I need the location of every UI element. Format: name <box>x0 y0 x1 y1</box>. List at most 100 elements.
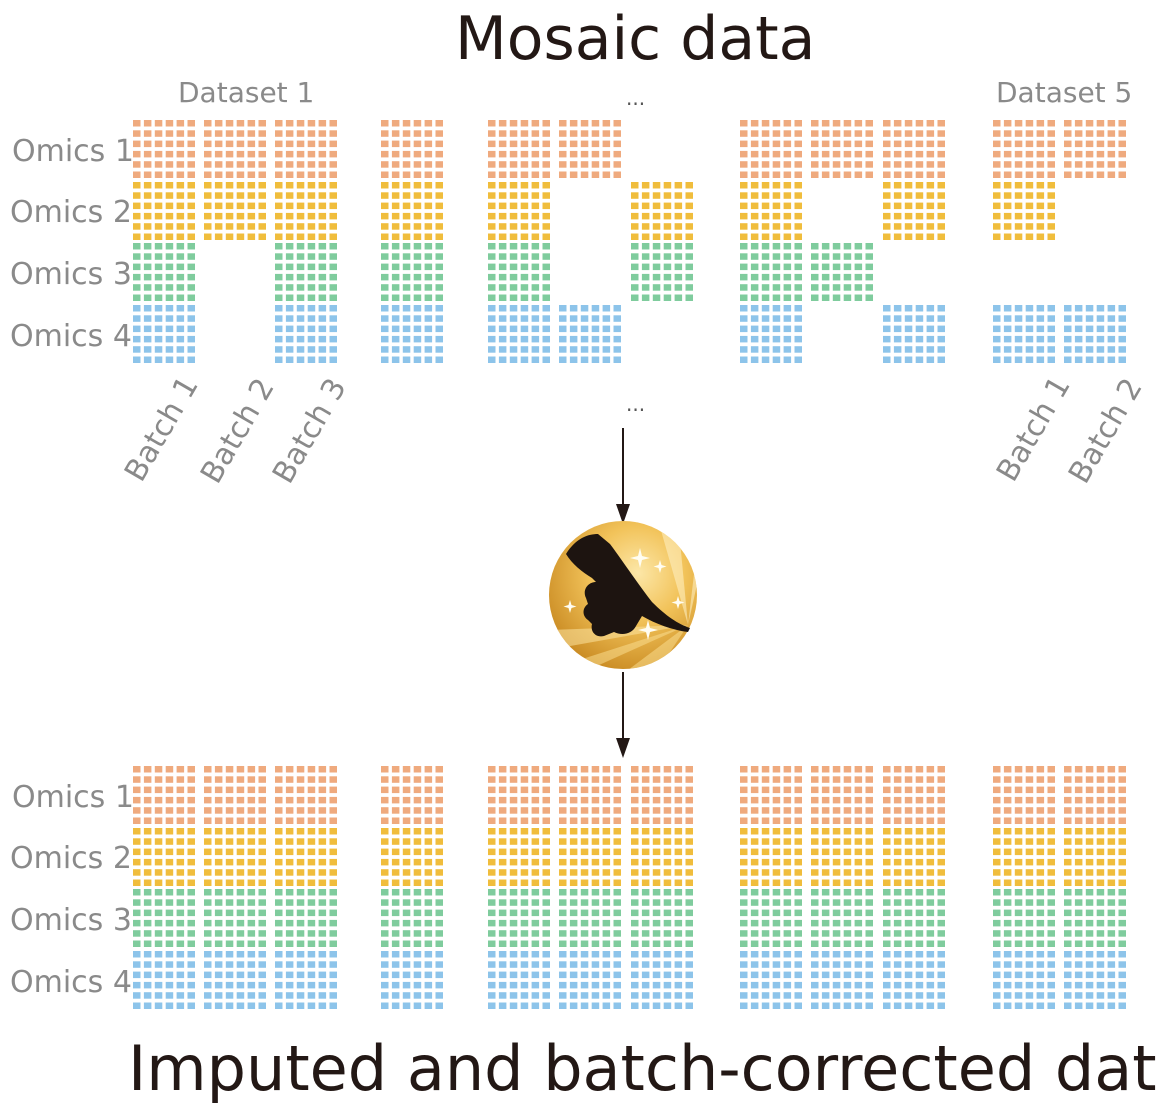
imputed-block-col5-omics4 <box>488 950 550 1009</box>
imputed-block-col9-omics4 <box>811 950 873 1009</box>
mosaic-block-col1-omics3 <box>133 243 195 301</box>
mosaic-block-col7-omics3 <box>631 243 693 301</box>
mosaic-block-col11-omics4 <box>993 304 1055 363</box>
top-title: Mosaic data <box>455 4 816 74</box>
arrow-down-bottom <box>616 672 630 758</box>
mosaic-block-col4-omics1 <box>381 120 443 178</box>
dataset-label-1: Dataset 1 <box>178 76 315 109</box>
omics-label-top-2: Omics 2 <box>10 195 132 230</box>
omics-label-bottom-1: Omics 1 <box>12 780 134 815</box>
omics-label-bottom-3: Omics 3 <box>10 903 132 938</box>
imputed-block-col4-omics3 <box>381 889 443 947</box>
mosaic-block-col3-omics3 <box>275 243 337 301</box>
mosaic-block-col4-omics3 <box>381 243 443 301</box>
imputed-block-col10-omics4 <box>883 950 945 1009</box>
omics-label-top-4: Omics 4 <box>10 319 132 354</box>
imputed-block-col1-omics1 <box>133 766 195 824</box>
imputed-block-col2-omics4 <box>204 950 266 1009</box>
imputed-block-col9-omics3 <box>811 889 873 947</box>
imputed-block-col8-omics3 <box>740 889 802 947</box>
mosaic-block-col5-omics2 <box>488 181 550 240</box>
imputed-block-col6-omics1 <box>559 766 621 824</box>
imputed-block-col11-omics1 <box>993 766 1055 824</box>
omics-label-bottom-2: Omics 2 <box>10 841 132 876</box>
midas-gold-hand-icon <box>549 521 697 669</box>
omics-label-top-3: Omics 3 <box>10 257 132 292</box>
mosaic-block-col6-omics1 <box>559 120 621 178</box>
imputed-block-col2-omics3 <box>204 889 266 947</box>
mosaic-block-col3-omics1 <box>275 120 337 178</box>
mosaic-block-col9-omics1 <box>811 120 873 178</box>
imputed-block-col9-omics2 <box>811 827 873 886</box>
imputed-block-col5-omics3 <box>488 889 550 947</box>
imputed-block-col7-omics2 <box>631 827 693 886</box>
imputed-block-col6-omics2 <box>559 827 621 886</box>
mosaic-block-col1-omics1 <box>133 120 195 178</box>
imputed-block-col9-omics1 <box>811 766 873 824</box>
mosaic-block-col5-omics3 <box>488 243 550 301</box>
mosaic-block-col8-omics2 <box>740 181 802 240</box>
imputed-block-col10-omics3 <box>883 889 945 947</box>
imputed-block-col3-omics4 <box>275 950 337 1009</box>
imputed-block-col7-omics3 <box>631 889 693 947</box>
mosaic-block-col1-omics4 <box>133 304 195 363</box>
mosaic-block-col8-omics3 <box>740 243 802 301</box>
mosaic-block-col3-omics4 <box>275 304 337 363</box>
imputed-block-col2-omics1 <box>204 766 266 824</box>
mosaic-block-col5-omics4 <box>488 304 550 363</box>
imputed-block-col2-omics2 <box>204 827 266 886</box>
mosaic-block-col3-omics2 <box>275 181 337 240</box>
imputed-block-col6-omics4 <box>559 950 621 1009</box>
imputed-block-col11-omics3 <box>993 889 1055 947</box>
mosaic-block-col8-omics4 <box>740 304 802 363</box>
mosaic-block-col4-omics2 <box>381 181 443 240</box>
imputed-block-col12-omics1 <box>1064 766 1126 824</box>
imputed-block-col10-omics2 <box>883 827 945 886</box>
imputed-block-col12-omics2 <box>1064 827 1126 886</box>
imputed-block-col7-omics1 <box>631 766 693 824</box>
mosaic-block-col4-omics4 <box>381 304 443 363</box>
imputed-block-col12-omics4 <box>1064 950 1126 1009</box>
mosaic-block-col6-omics4 <box>559 304 621 363</box>
imputed-block-col8-omics1 <box>740 766 802 824</box>
imputed-block-col12-omics3 <box>1064 889 1126 947</box>
imputed-block-col10-omics1 <box>883 766 945 824</box>
imputed-block-col3-omics3 <box>275 889 337 947</box>
mosaic-block-col10-omics2 <box>883 181 945 240</box>
imputed-block-col11-omics4 <box>993 950 1055 1009</box>
imputed-block-col8-omics2 <box>740 827 802 886</box>
imputed-block-col6-omics3 <box>559 889 621 947</box>
imputed-block-col4-omics1 <box>381 766 443 824</box>
mosaic-block-col10-omics1 <box>883 120 945 178</box>
mosaic-block-col1-omics2 <box>133 181 195 240</box>
imputed-block-col3-omics2 <box>275 827 337 886</box>
bottom-title: Imputed and batch-corrected data <box>128 1032 1156 1105</box>
imputed-block-col1-omics2 <box>133 827 195 886</box>
mosaic-block-col5-omics1 <box>488 120 550 178</box>
mosaic-block-col12-omics4 <box>1064 304 1126 363</box>
imputed-block-col1-omics3 <box>133 889 195 947</box>
ellipsis-middle: ... <box>626 392 646 416</box>
mosaic-block-col8-omics1 <box>740 120 802 178</box>
arrow-down-top <box>616 428 630 524</box>
imputed-block-col8-omics4 <box>740 950 802 1009</box>
mosaic-block-col12-omics1 <box>1064 120 1126 178</box>
imputed-block-col5-omics1 <box>488 766 550 824</box>
imputed-block-col3-omics1 <box>275 766 337 824</box>
mosaic-block-col11-omics1 <box>993 120 1055 178</box>
mosaic-block-col2-omics2 <box>204 181 266 240</box>
imputed-block-col1-omics4 <box>133 950 195 1009</box>
batch-label-left-1: Batch 1 <box>118 370 206 488</box>
mosaic-block-col10-omics4 <box>883 304 945 363</box>
mosaic-block-col7-omics2 <box>631 181 693 240</box>
imputed-block-col5-omics2 <box>488 827 550 886</box>
dataset-label-5: Dataset 5 <box>996 76 1133 109</box>
mosaic-block-col2-omics1 <box>204 120 266 178</box>
imputed-block-col11-omics2 <box>993 827 1055 886</box>
omics-label-top-1: Omics 1 <box>12 134 134 169</box>
mosaic-block-col11-omics2 <box>993 181 1055 240</box>
omics-label-bottom-4: Omics 4 <box>10 965 132 1000</box>
imputed-block-col7-omics4 <box>631 950 693 1009</box>
mosaic-block-col9-omics3 <box>811 243 873 301</box>
imputed-block-col4-omics2 <box>381 827 443 886</box>
